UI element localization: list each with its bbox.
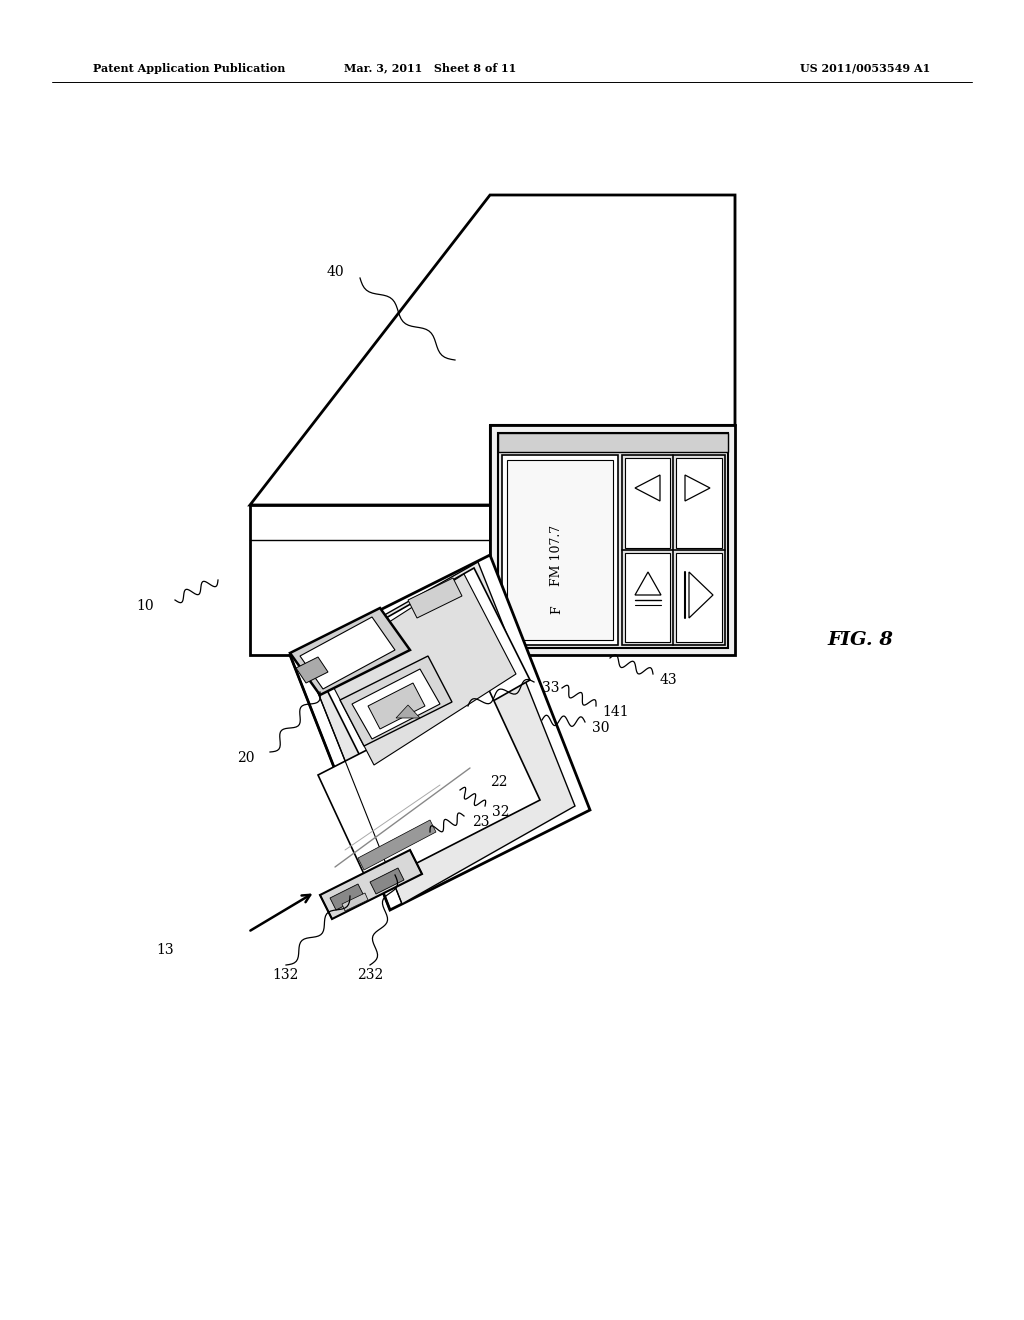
Text: Mar. 3, 2011   Sheet 8 of 11: Mar. 3, 2011 Sheet 8 of 11 <box>344 62 516 74</box>
Text: F: F <box>551 606 563 614</box>
Text: 22: 22 <box>490 775 508 789</box>
Polygon shape <box>635 475 660 502</box>
Polygon shape <box>319 850 422 919</box>
Polygon shape <box>352 669 440 739</box>
Text: 10: 10 <box>136 599 154 612</box>
Text: 33: 33 <box>542 681 559 696</box>
Polygon shape <box>676 458 722 548</box>
Polygon shape <box>408 578 462 618</box>
Polygon shape <box>368 682 425 729</box>
Text: 141: 141 <box>602 705 629 719</box>
Polygon shape <box>502 455 618 645</box>
Polygon shape <box>305 562 575 904</box>
Polygon shape <box>685 475 710 502</box>
Text: 23: 23 <box>472 814 489 829</box>
Polygon shape <box>490 425 735 655</box>
Text: 13: 13 <box>157 942 174 957</box>
Text: 20: 20 <box>238 751 255 766</box>
Text: 232: 232 <box>357 968 383 982</box>
Polygon shape <box>250 195 735 506</box>
Polygon shape <box>318 688 540 887</box>
Polygon shape <box>625 458 670 548</box>
Polygon shape <box>396 705 420 718</box>
Polygon shape <box>498 433 728 648</box>
Polygon shape <box>296 657 328 682</box>
Text: FIG. 8: FIG. 8 <box>827 631 893 649</box>
Text: 43: 43 <box>660 673 678 686</box>
Text: 40: 40 <box>327 265 344 279</box>
Polygon shape <box>370 869 404 894</box>
Text: 32: 32 <box>492 805 510 818</box>
Polygon shape <box>622 455 725 645</box>
Polygon shape <box>312 568 530 772</box>
Text: US 2011/0053549 A1: US 2011/0053549 A1 <box>800 62 930 74</box>
Polygon shape <box>330 884 364 909</box>
Text: 30: 30 <box>592 721 609 735</box>
Polygon shape <box>625 553 670 642</box>
Polygon shape <box>498 433 728 451</box>
Polygon shape <box>290 554 590 909</box>
Polygon shape <box>250 506 490 655</box>
Polygon shape <box>676 553 722 642</box>
Polygon shape <box>358 820 436 870</box>
Polygon shape <box>507 459 613 640</box>
Polygon shape <box>290 609 410 696</box>
Polygon shape <box>340 656 452 746</box>
Text: FM 107.7: FM 107.7 <box>551 524 563 586</box>
Text: 132: 132 <box>272 968 299 982</box>
Polygon shape <box>342 894 368 911</box>
Polygon shape <box>689 572 713 618</box>
Polygon shape <box>322 574 516 766</box>
Text: Patent Application Publication: Patent Application Publication <box>93 62 286 74</box>
Polygon shape <box>635 572 662 595</box>
Polygon shape <box>300 616 395 689</box>
